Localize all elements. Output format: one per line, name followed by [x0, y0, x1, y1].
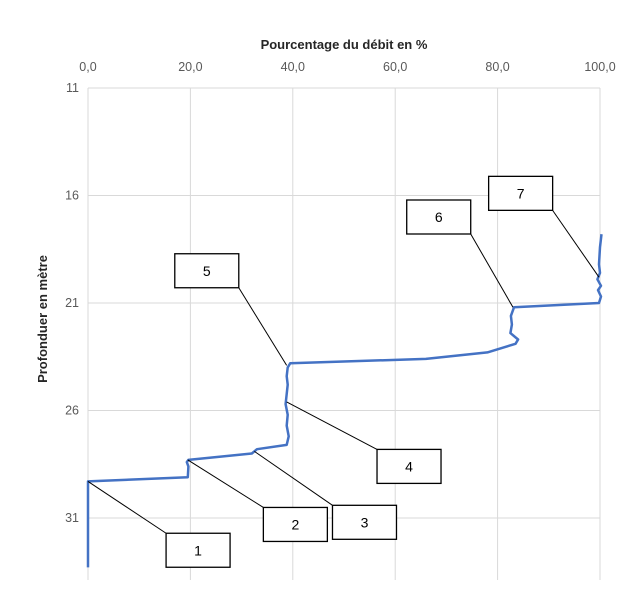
- callout-box: [376, 448, 442, 485]
- series-line: [86, 234, 603, 568]
- callout-leader-line: [187, 459, 264, 508]
- callout-box: [262, 506, 329, 543]
- callout-leader-line: [87, 481, 167, 534]
- callout-leader-line: [470, 233, 514, 308]
- callout-label: 4: [405, 458, 413, 474]
- callout-box: [406, 199, 472, 235]
- callout-box: [487, 175, 554, 212]
- callout-label: 2: [291, 516, 299, 532]
- y-tick-label: 16: [65, 189, 79, 203]
- y-tick-label: 11: [66, 81, 79, 95]
- callout-leader-line: [286, 401, 378, 450]
- x-tick-label: 60,0: [383, 60, 407, 74]
- y-tick-label: 26: [65, 404, 79, 418]
- y-tick-label: 21: [65, 296, 79, 310]
- callout-box: [331, 504, 398, 540]
- callouts: 1 2 3 4 5 6 7: [87, 175, 600, 568]
- x-tick-label: 80,0: [485, 60, 509, 74]
- series: [86, 234, 603, 568]
- x-axis-title: Pourcentage du débit en %: [261, 37, 428, 52]
- callout-leader-line: [552, 210, 600, 278]
- callout-label: 6: [435, 209, 443, 225]
- callout-box: [174, 253, 240, 289]
- y-tick-label: 31: [65, 511, 79, 525]
- x-tick-label: 40,0: [281, 60, 305, 74]
- callout-leader-line: [254, 450, 333, 506]
- grid: [87, 87, 601, 580]
- x-tick-label: 100,0: [584, 60, 615, 74]
- x-tick-label: 20,0: [178, 60, 202, 74]
- tick-labels: 0,0 20,0 40,0 60,0 80,0 100,0 11 16 21 26 31: [65, 60, 616, 525]
- y-axis-title: Profonduer en mètre: [35, 255, 50, 383]
- callout-box: [165, 532, 231, 568]
- callout-label: 1: [194, 542, 202, 558]
- callout-label: 3: [361, 514, 369, 530]
- callout-label: 7: [517, 185, 525, 201]
- callout-leader-line: [238, 287, 288, 366]
- x-tick-label: 0,0: [79, 60, 96, 74]
- callout-label: 5: [203, 263, 211, 279]
